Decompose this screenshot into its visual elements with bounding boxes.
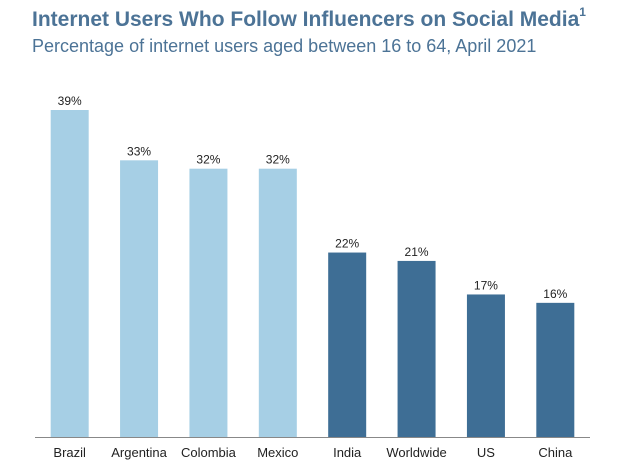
data-label-india: 22% <box>335 237 359 251</box>
chart-title: Internet Users Who Follow Influencers on… <box>32 5 586 32</box>
category-label-worldwide: Worldwide <box>386 445 446 460</box>
data-label-mexico: 32% <box>266 153 290 167</box>
category-label-china: China <box>538 445 573 460</box>
title-footnote-marker: 1 <box>579 5 586 19</box>
bar-argentina <box>120 160 159 438</box>
category-label-us: US <box>477 445 495 460</box>
data-label-brazil: 39% <box>58 94 82 108</box>
bar-china <box>536 302 575 437</box>
bar-us <box>466 294 505 437</box>
bars-group: 39% Brazil 33% Argentina 32% Colombia 32% Mexic… <box>50 94 575 460</box>
category-label-mexico: Mexico <box>257 445 298 460</box>
bar-brazil <box>50 110 89 437</box>
bar-india <box>328 252 367 437</box>
data-label-worldwide: 21% <box>405 245 429 259</box>
data-label-argentina: 33% <box>127 144 151 158</box>
category-label-india: India <box>333 445 362 460</box>
category-label-brazil: Brazil <box>53 445 86 460</box>
bar-colombia <box>189 168 228 437</box>
data-label-us: 17% <box>474 278 498 292</box>
category-label-colombia: Colombia <box>181 445 237 460</box>
chart-subtitle: Percentage of internet users aged betwee… <box>32 36 537 56</box>
bar-worldwide <box>397 260 436 437</box>
category-label-argentina: Argentina <box>111 445 167 460</box>
bar-mexico <box>258 168 297 437</box>
data-label-china: 16% <box>543 287 567 301</box>
chart-title-text: Internet Users Who Follow Influencers on… <box>32 8 580 31</box>
data-label-colombia: 32% <box>196 153 220 167</box>
